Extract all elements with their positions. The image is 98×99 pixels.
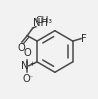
Text: N: N — [21, 61, 28, 71]
Text: +: + — [29, 61, 35, 67]
Text: F: F — [81, 34, 87, 44]
Text: NH: NH — [33, 18, 48, 28]
Text: O: O — [17, 43, 25, 53]
Text: ⁻: ⁻ — [29, 74, 33, 83]
Text: CH₃: CH₃ — [35, 16, 52, 25]
Text: O: O — [23, 74, 31, 84]
Text: O: O — [23, 48, 31, 58]
